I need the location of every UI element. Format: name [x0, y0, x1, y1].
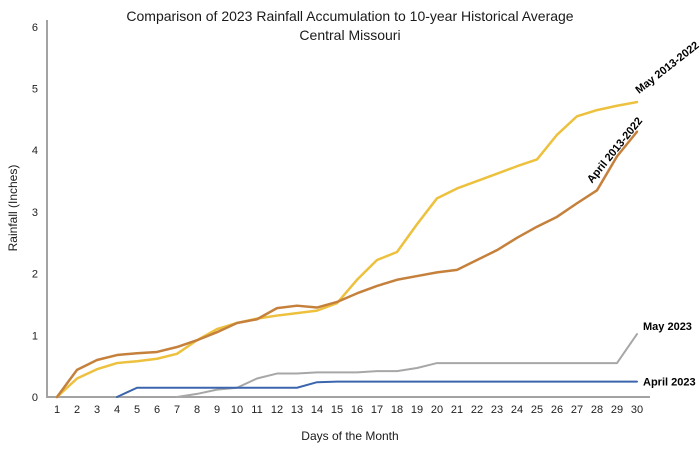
series-label-may-2013-2022: May 2013-2022 [633, 40, 700, 97]
series-line-may-2013-2022 [55, 100, 639, 399]
x-tick-label: 14 [311, 404, 323, 416]
y-tick-label: 4 [32, 145, 38, 157]
x-tick-label: 19 [411, 404, 423, 416]
x-tick-label: 25 [531, 404, 543, 416]
x-axis-label: Days of the Month [301, 429, 399, 443]
x-tick-label: 24 [511, 404, 523, 416]
series-label-may-2023: May 2023 [643, 321, 692, 333]
x-tick-label: 1 [54, 404, 60, 416]
y-tick-label: 3 [32, 207, 38, 219]
x-tick-label: 8 [194, 404, 200, 416]
x-tick-label: 26 [551, 404, 563, 416]
x-tick-label: 29 [611, 404, 623, 416]
series-label-april-2013-2022: April 2013-2022 [585, 115, 645, 185]
x-tick-label: 5 [134, 404, 140, 416]
series-line-may-2023 [176, 333, 638, 398]
x-tick-label: 13 [291, 404, 303, 416]
x-tick-label: 22 [471, 404, 483, 416]
x-tick-label: 6 [154, 404, 160, 416]
x-tick-label: 7 [174, 404, 180, 416]
y-tick-label: 0 [32, 392, 38, 404]
chart-title: Comparison of 2023 Rainfall Accumulation… [126, 8, 574, 24]
x-tick-label: 30 [631, 404, 643, 416]
x-tick-label: 9 [214, 404, 220, 416]
y-tick-label: 1 [32, 330, 38, 342]
series-label-april-2023: April 2023 [643, 377, 696, 389]
x-tick-label: 18 [391, 404, 403, 416]
x-tick-label: 2 [74, 404, 80, 416]
x-tick-label: 28 [591, 404, 603, 416]
y-tick-label: 5 [32, 84, 38, 96]
x-tick-label: 4 [114, 404, 120, 416]
x-tick-label: 12 [271, 404, 283, 416]
x-tick-label: 10 [231, 404, 243, 416]
series-line-april-2023 [116, 380, 638, 398]
x-tick-label: 21 [451, 404, 463, 416]
x-tick-label: 16 [351, 404, 363, 416]
series-line-april-2013-2022 [55, 130, 639, 399]
y-tick-label: 2 [32, 269, 38, 281]
x-tick-label: 23 [491, 404, 503, 416]
y-tick-label: 6 [32, 22, 38, 34]
x-tick-label: 15 [331, 404, 343, 416]
x-tick-label: 11 [251, 404, 262, 416]
x-tick-label: 27 [571, 404, 583, 416]
x-tick-label: 3 [94, 404, 100, 416]
chart-subtitle: Central Missouri [299, 27, 401, 43]
x-tick-label: 20 [431, 404, 443, 416]
x-tick-label: 17 [371, 404, 383, 416]
